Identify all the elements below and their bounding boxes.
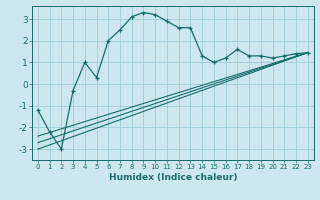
X-axis label: Humidex (Indice chaleur): Humidex (Indice chaleur) xyxy=(108,173,237,182)
